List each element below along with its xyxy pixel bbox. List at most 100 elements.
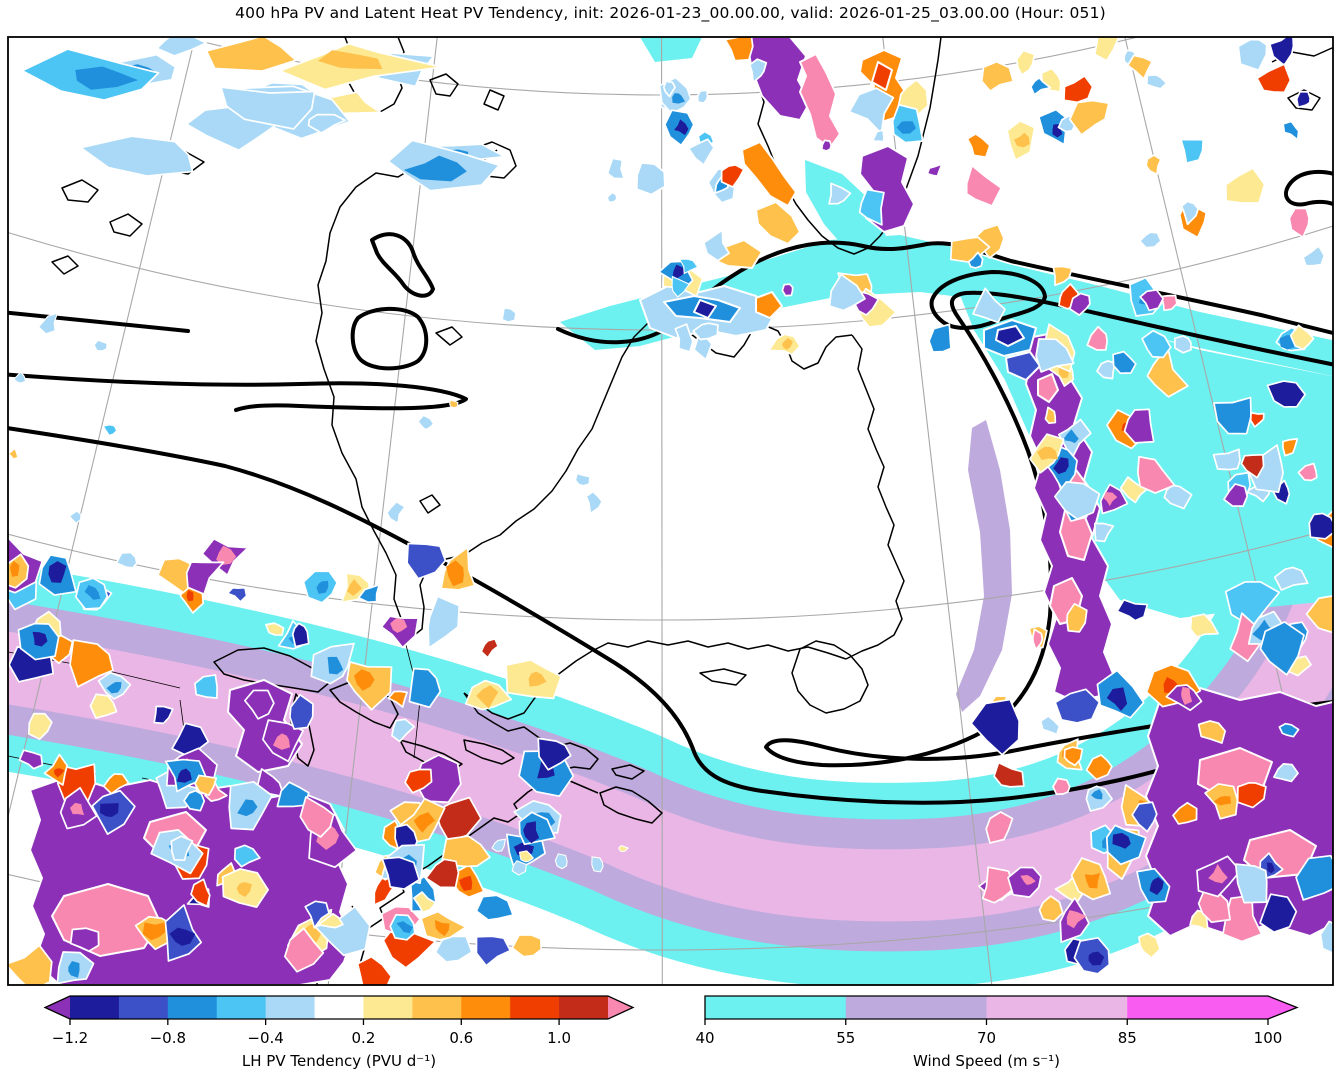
lh-colorbar: −1.2 −0.8 −0.4 0.2 0.6 1.0 LH PV Tendency (PVU… — [43, 995, 635, 1070]
colorbar-tick-label: 85 — [1118, 1029, 1137, 1047]
lh-blob — [425, 858, 460, 889]
lh-blob — [115, 551, 138, 569]
graticule-meridian — [8, 37, 196, 820]
lh-blob — [18, 749, 44, 770]
coastline — [109, 213, 143, 237]
lh-blob — [56, 763, 97, 804]
lh-blob — [1044, 406, 1057, 424]
pv-contour — [8, 426, 1333, 805]
lh-blob-core — [237, 799, 258, 817]
figure-title: 400 hPa PV and Latent Heat PV Tendency, … — [235, 4, 1106, 22]
lh-blob — [702, 229, 730, 262]
lh-blob — [781, 283, 794, 297]
lh-blob-core — [1181, 686, 1193, 705]
lh-blob — [449, 399, 459, 409]
lh-blob — [1225, 167, 1266, 204]
lh-blob-core — [32, 631, 48, 647]
lh-blob-core — [1037, 446, 1059, 461]
lh-blob — [871, 61, 893, 91]
lh-blob — [973, 223, 1005, 259]
lh-blob — [741, 141, 797, 207]
lh-blob — [1139, 288, 1164, 312]
lh-blob-core — [896, 121, 916, 134]
lh-blob-core — [672, 264, 686, 279]
lh-blob — [1259, 621, 1305, 676]
colorbar-segment — [216, 996, 267, 1019]
lh-blob-core — [272, 733, 291, 750]
coastline — [611, 764, 645, 780]
lh-blob — [1240, 453, 1265, 479]
lh-blob — [194, 774, 218, 797]
lh-blob — [391, 718, 416, 743]
lh-blob — [1234, 863, 1268, 904]
colorbar-tick-label: 1.0 — [547, 1029, 571, 1047]
lh-blob — [1278, 722, 1300, 738]
lh-blob — [491, 838, 506, 852]
wind-band-40 — [805, 160, 886, 262]
lh-blob — [317, 913, 344, 929]
lh-blob — [1273, 566, 1309, 591]
lh-blob-core — [1014, 132, 1030, 148]
lh-blob — [69, 927, 100, 952]
lh-blob — [1172, 801, 1198, 825]
lh-blob — [170, 835, 194, 862]
lh-blob-core — [1266, 862, 1275, 874]
lh-blob-core — [672, 93, 686, 104]
lh-blob — [1063, 75, 1094, 104]
colorbar-axis-label: Wind Speed (m s⁻¹) — [913, 1052, 1060, 1070]
lh-blob — [607, 158, 625, 179]
lh-blob — [475, 935, 512, 967]
lh-blob — [995, 325, 1025, 347]
lh-blob-core — [99, 803, 119, 818]
colorbar-segment — [363, 996, 413, 1019]
lh-blob-core — [236, 882, 252, 897]
lh-blob — [289, 693, 314, 730]
lh-blob-core — [390, 618, 408, 633]
wind-colorbar: 40 55 70 85 100 Wind Speed (m s⁻¹) — [695, 995, 1299, 1070]
lh-blob — [967, 251, 984, 269]
lh-blob — [501, 307, 517, 323]
lh-blob — [356, 955, 393, 985]
lh-blob-core — [476, 685, 499, 709]
lh-blob — [1116, 598, 1149, 622]
lh-blob — [1015, 49, 1036, 76]
lh-blob-core — [1088, 951, 1105, 966]
coastline — [699, 668, 747, 686]
colorbar-segment — [412, 996, 462, 1019]
lh-blob — [1035, 338, 1075, 373]
lh-blob — [1189, 613, 1219, 638]
lh-blob — [980, 60, 1015, 92]
lh-blob — [283, 927, 325, 973]
lh-blob — [1297, 462, 1318, 482]
lh-blob — [985, 811, 1014, 844]
map-panel — [8, 37, 1333, 985]
lh-blob — [480, 637, 500, 659]
lh-blob — [1305, 595, 1333, 634]
lh-blob — [820, 139, 833, 152]
lh-blob — [1123, 408, 1155, 444]
colorbar-tick-label: 100 — [1254, 1029, 1283, 1047]
colorbar-segment — [986, 996, 1128, 1019]
lh-blob — [13, 371, 27, 384]
lh-blob — [1268, 37, 1295, 67]
lh-blob — [244, 689, 275, 720]
lh-blob — [226, 586, 248, 603]
lh-blob — [1174, 335, 1192, 354]
wind-bands — [8, 37, 1333, 985]
lh-blob — [1259, 893, 1298, 934]
lh-blob — [434, 935, 473, 963]
lh-blob — [1038, 895, 1064, 923]
pv-contour — [929, 270, 1047, 330]
lh-blob — [745, 37, 811, 121]
lh-blob — [1145, 74, 1168, 90]
coastline — [213, 647, 331, 693]
graticule-meridian — [660, 37, 663, 985]
coastline — [429, 73, 459, 97]
wind-band-55 — [956, 420, 1012, 712]
lh-blob-core — [513, 842, 535, 856]
lh-blob — [1146, 345, 1189, 398]
lh-blob-core — [1103, 492, 1118, 507]
lh-blob — [220, 86, 316, 130]
lh-blob — [575, 473, 591, 487]
colorbar-tick-label: −0.4 — [247, 1029, 283, 1047]
